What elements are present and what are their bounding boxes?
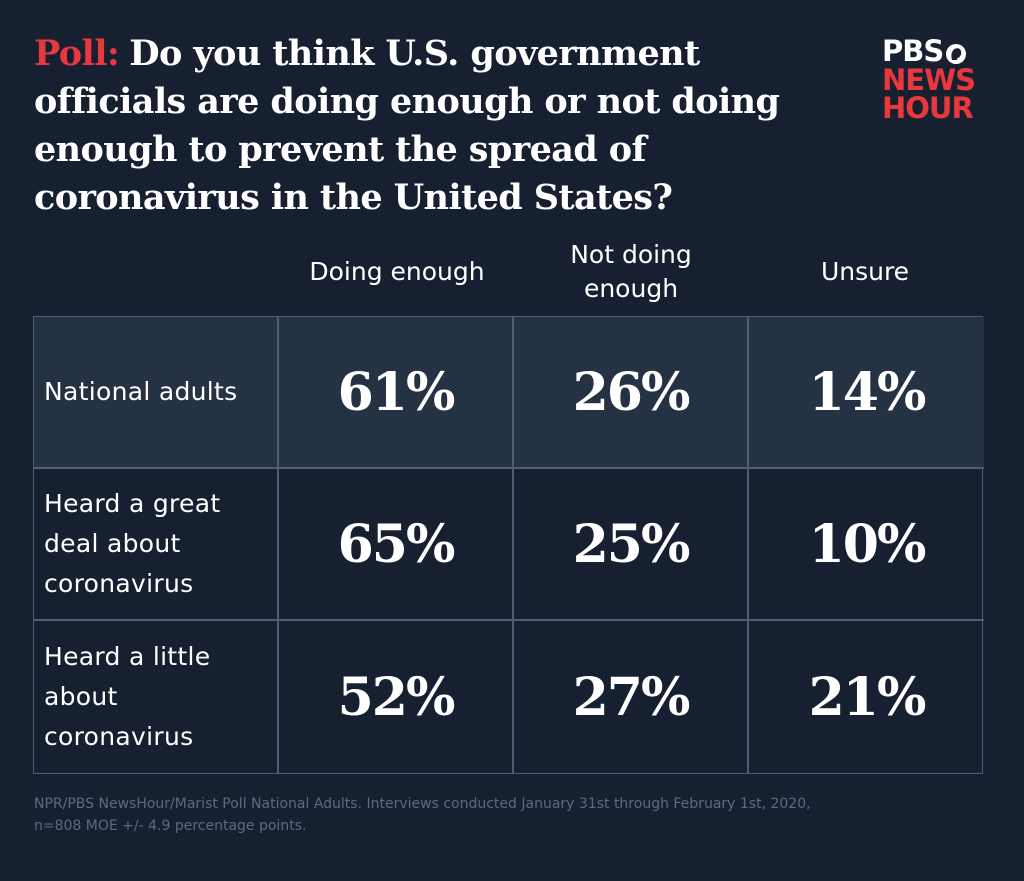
logo-line-pbs: PBS <box>882 36 992 66</box>
pbs-head-icon <box>945 40 967 64</box>
value-great-deal-doing-enough: 65% <box>279 469 514 621</box>
value-national-doing-enough: 61% <box>279 317 514 469</box>
row-label-heard-little: Heard a little about coronavirus <box>34 621 279 773</box>
logo-line-news: NEWS <box>882 63 976 97</box>
logo-line-hour: HOUR <box>882 91 974 125</box>
poll-question: Do you think U.S. government officials a… <box>34 33 780 218</box>
chart-title: Poll: Do you think U.S. government offici… <box>34 30 854 222</box>
column-header-doing-enough: Doing enough <box>309 257 485 286</box>
value-little-unsure: 21% <box>808 666 927 728</box>
column-headers: Doing enough Not doing enough Unsure <box>280 232 982 312</box>
column-header-unsure: Unsure <box>820 257 910 286</box>
value-great-deal-not-doing-enough: 25% <box>514 469 749 621</box>
value-national-unsure: 14% <box>749 317 984 469</box>
poll-results-table: National adults 61% 26% 14% Heard a grea… <box>33 316 984 774</box>
value-little-doing-enough: 52% <box>279 621 514 773</box>
logo-pbs-text: PBS <box>882 34 944 68</box>
poll-label: Poll: <box>34 33 120 74</box>
value-little-not-doing-enough: 27% <box>514 621 749 773</box>
row-label-heard-great-deal: Heard a great deal about coronavirus <box>34 469 279 621</box>
source-note: NPR/PBS NewsHour/Marist Poll National Ad… <box>34 796 811 834</box>
pbs-newshour-logo: PBS NEWS HOUR <box>882 36 992 125</box>
value-great-deal-unsure: 10% <box>749 469 984 621</box>
value-national-not-doing-enough: 26% <box>514 317 749 469</box>
row-label-national-adults: National adults <box>34 317 279 469</box>
column-header-not-doing-enough: Not doing enough <box>570 240 692 303</box>
